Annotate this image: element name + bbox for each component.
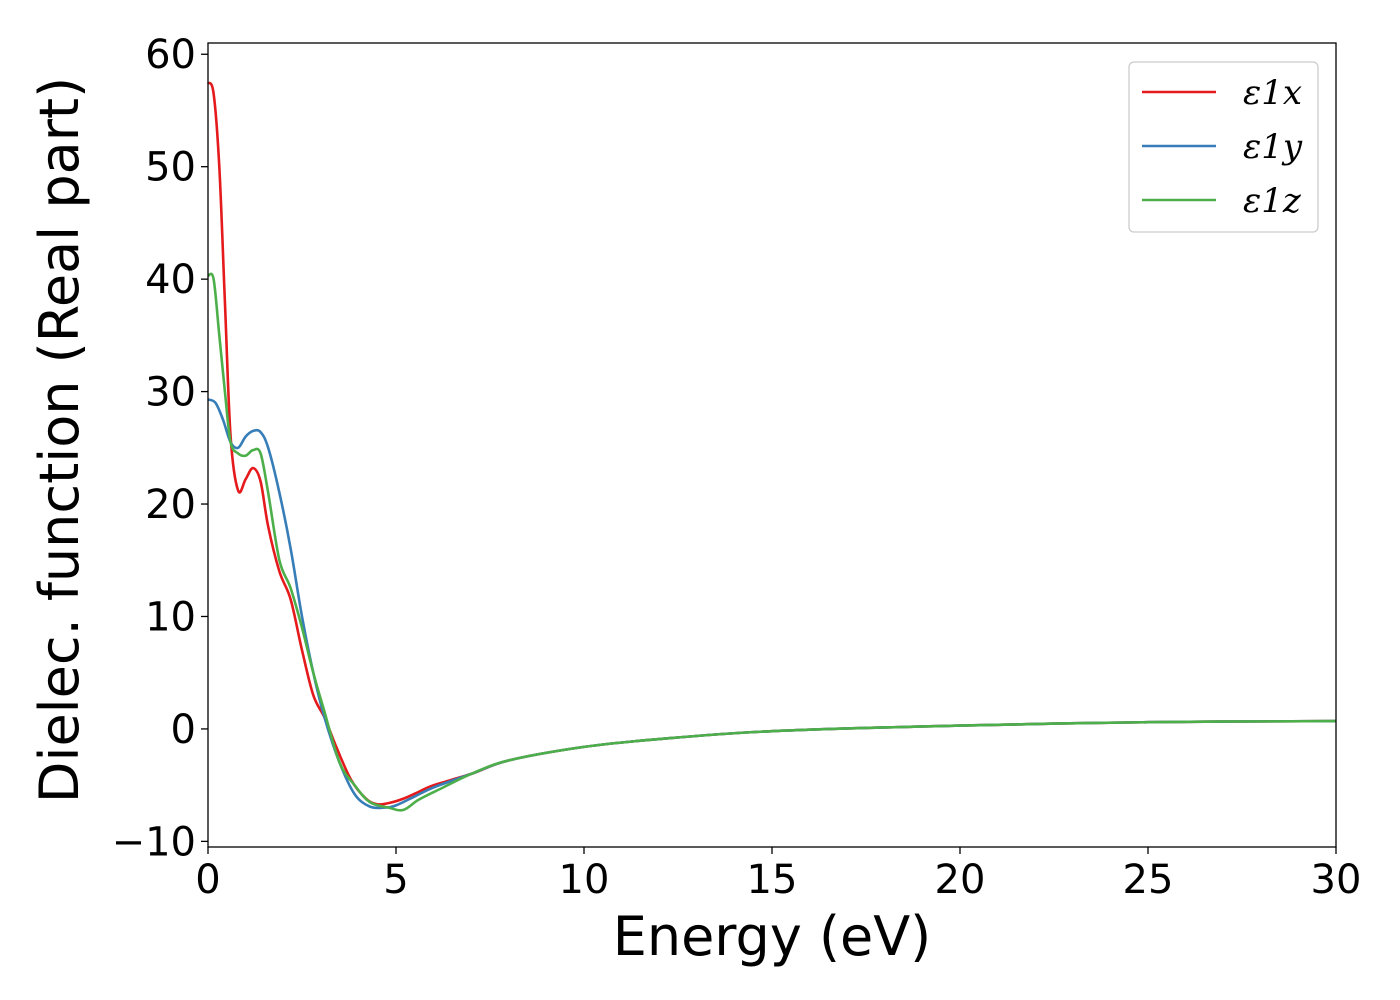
x-tick-label: 15 [747, 857, 798, 903]
series-line-ε1z [206, 272, 1337, 812]
y-tick-label: 10 [145, 594, 196, 640]
series-line-ε1y [207, 398, 1337, 810]
y-tick-label: 30 [145, 370, 196, 416]
y-tick-label: 20 [145, 482, 196, 528]
legend-box [1128, 61, 1319, 233]
legend-label: ε1y [1243, 127, 1303, 167]
y-tick-label: 40 [145, 257, 196, 303]
x-tick-label: 10 [559, 857, 610, 903]
y-tick-label: 0 [171, 707, 196, 753]
x-axis-title: Energy (eV) [613, 905, 932, 968]
x-tick-label: 30 [1311, 857, 1362, 903]
x-tick-label: 5 [383, 857, 408, 903]
series-layer [206, 81, 1337, 812]
x-tick-label: 0 [195, 857, 220, 903]
legend-label: ε1x [1243, 73, 1302, 113]
y-tick-label: 50 [145, 145, 196, 191]
y-tick-label: 60 [145, 32, 196, 78]
legend: ε1x ε1y ε1z [1128, 61, 1319, 233]
x-tick-label: 25 [1123, 857, 1174, 903]
y-axis-title: Dielec. function (Real part) [28, 77, 91, 803]
y-tick-label: −10 [112, 819, 196, 865]
x-tick-label: 20 [935, 857, 986, 903]
legend-label: ε1z [1243, 181, 1302, 221]
